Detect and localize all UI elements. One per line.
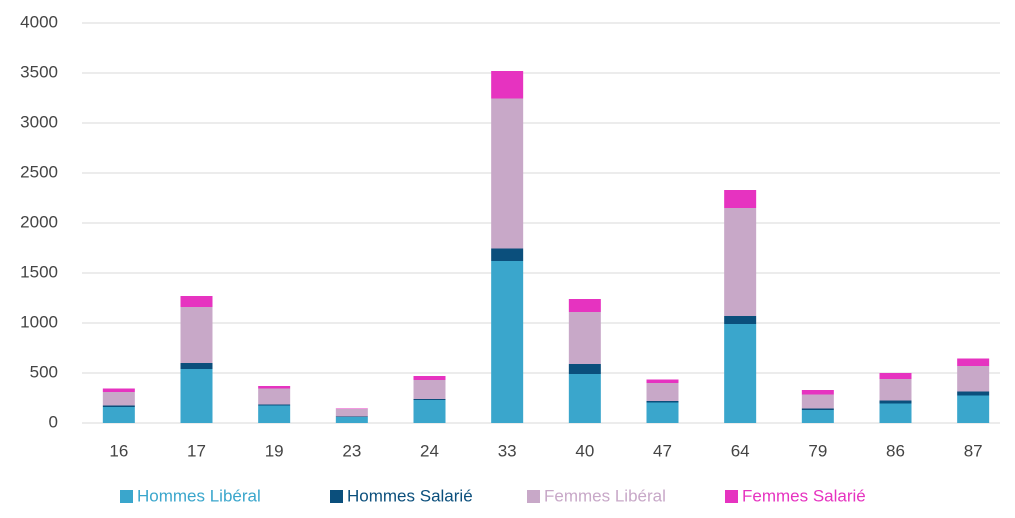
- bar-segment: [568, 364, 601, 374]
- bar-segment: [646, 383, 679, 401]
- bar-segment: [724, 324, 757, 423]
- bar-segment: [801, 410, 834, 423]
- bar-segment: [957, 366, 990, 392]
- bar-segment: [568, 374, 601, 423]
- bar-segment: [879, 373, 912, 379]
- bar-segment: [724, 316, 757, 324]
- legend-swatch: [725, 490, 738, 503]
- x-tick-label: 47: [653, 441, 672, 460]
- legend-label: Hommes Libéral: [137, 486, 261, 505]
- legend-label: Hommes Salarié: [347, 486, 473, 505]
- bar-segment: [258, 388, 291, 405]
- bar-segment: [413, 380, 446, 399]
- x-tick-label: 23: [342, 441, 361, 460]
- bar-segment: [801, 408, 834, 410]
- bar-segment: [335, 417, 368, 423]
- bar-segment: [102, 407, 135, 423]
- x-tick-label: 16: [109, 441, 128, 460]
- y-tick-label: 2500: [20, 162, 58, 181]
- bar-segment: [180, 369, 213, 423]
- bar-segment: [491, 248, 524, 261]
- bar-segment: [724, 208, 757, 316]
- bar-segment: [413, 376, 446, 380]
- bar-segment: [801, 394, 834, 409]
- y-tick-label: 0: [49, 412, 58, 431]
- bar-segment: [258, 404, 291, 406]
- y-tick-label: 3500: [20, 62, 58, 81]
- bar-segment: [335, 408, 368, 409]
- bar-segment: [180, 363, 213, 369]
- bar-segment: [180, 296, 213, 307]
- legend-label: Femmes Salarié: [742, 486, 866, 505]
- bar-segment: [646, 402, 679, 423]
- x-tick-label: 87: [964, 441, 983, 460]
- bar-segment: [957, 358, 990, 366]
- bar-segment: [180, 307, 213, 363]
- x-tick-label: 40: [575, 441, 594, 460]
- bar-segment: [879, 400, 912, 404]
- bar-segment: [724, 190, 757, 208]
- bar-segment: [646, 401, 679, 403]
- x-tick-label: 24: [420, 441, 439, 460]
- bar-segment: [258, 386, 291, 389]
- x-tick-label: 33: [498, 441, 517, 460]
- bar-segment: [646, 379, 679, 383]
- bar-segment: [491, 98, 524, 249]
- bar-segment: [413, 400, 446, 423]
- bar-segment: [801, 390, 834, 395]
- bar-segment: [957, 391, 990, 396]
- legend-label: Femmes Libéral: [544, 486, 666, 505]
- y-tick-label: 1000: [20, 312, 58, 331]
- bar-segment: [413, 399, 446, 400]
- legend-swatch: [120, 490, 133, 503]
- legend-swatch: [527, 490, 540, 503]
- x-tick-label: 86: [886, 441, 905, 460]
- bar-segment: [335, 409, 368, 417]
- y-tick-label: 1500: [20, 262, 58, 281]
- bar-segment: [568, 312, 601, 364]
- bar-segment: [879, 403, 912, 423]
- bar-segment: [568, 299, 601, 312]
- y-tick-label: 500: [30, 362, 58, 381]
- x-tick-label: 79: [808, 441, 827, 460]
- bar-segment: [258, 405, 291, 423]
- x-tick-label: 17: [187, 441, 206, 460]
- bar-segment: [102, 405, 135, 407]
- bar-segment: [491, 261, 524, 423]
- x-tick-label: 19: [265, 441, 284, 460]
- y-tick-label: 3000: [20, 112, 58, 131]
- x-tick-label: 64: [731, 441, 750, 460]
- bar-segment: [879, 379, 912, 401]
- legend-swatch: [330, 490, 343, 503]
- y-tick-label: 2000: [20, 212, 58, 231]
- bar-segment: [957, 395, 990, 423]
- bar-segment: [335, 416, 368, 417]
- y-tick-label: 4000: [20, 12, 58, 31]
- bar-segment: [102, 392, 135, 406]
- bar-segment: [491, 71, 524, 99]
- bar-segment: [102, 388, 135, 392]
